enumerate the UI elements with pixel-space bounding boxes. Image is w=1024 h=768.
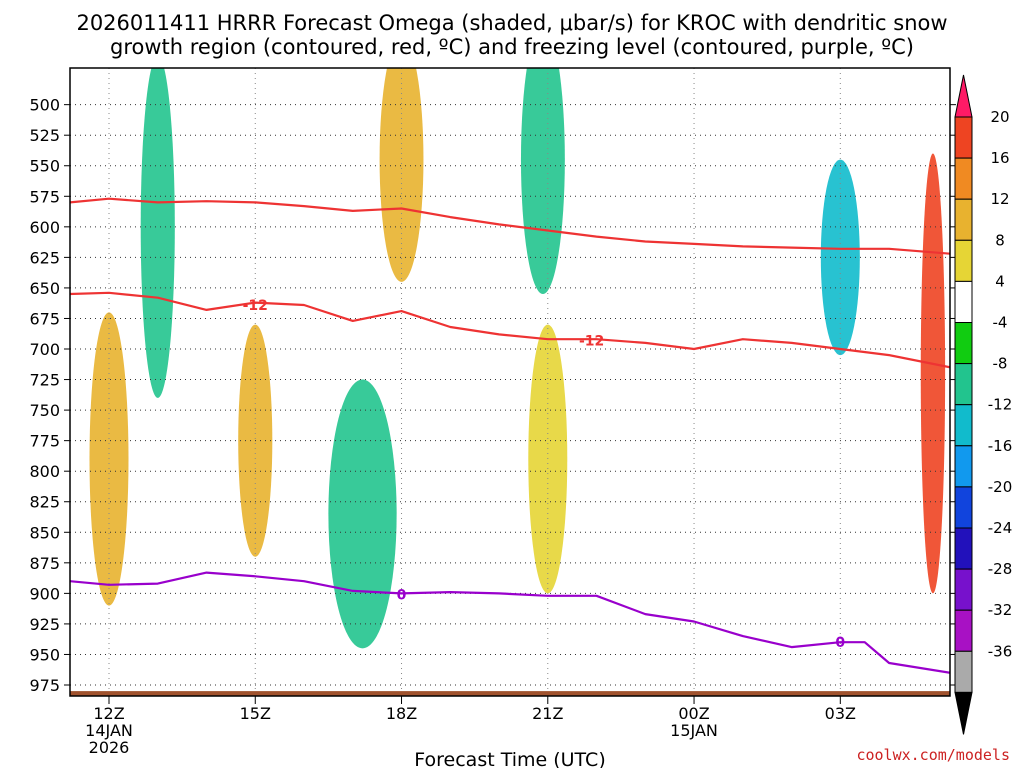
colorbar-swatch (954, 322, 973, 365)
contour-label: -12 (243, 298, 268, 314)
y-tick-label: 650 (29, 279, 60, 298)
colorbar-swatch (954, 486, 973, 529)
plot-area (70, 68, 950, 696)
colorbar-label: -12 (988, 396, 1013, 414)
y-tick-label: 500 (29, 96, 60, 115)
colorbar-swatch (954, 239, 973, 282)
y-tick-label: 800 (29, 462, 60, 481)
x-tick-date-label: 15JAN (670, 721, 718, 740)
colorbar-label: -24 (988, 519, 1013, 537)
omega-region-ascent-12z (140, 68, 175, 398)
colorbar-swatch (954, 650, 973, 693)
plot-frame (69, 67, 951, 697)
colorbar-label: -36 (988, 642, 1013, 660)
y-tick-label: 950 (29, 645, 60, 664)
colorbar-label: 16 (990, 149, 1009, 167)
y-tick-label: 550 (29, 157, 60, 176)
y-tick-label: 775 (29, 432, 60, 451)
chart-title-line1: 2026011411 HRRR Forecast Omega (shaded, … (76, 11, 947, 35)
y-tick-label: 600 (29, 218, 60, 237)
y-tick-label: 575 (29, 187, 60, 206)
colorbar-swatch (954, 198, 973, 241)
y-tick-label: 825 (29, 493, 60, 512)
y-tick-label: 975 (29, 676, 60, 695)
colorbar-swatch (954, 609, 973, 652)
colorbar-label: -4 (993, 314, 1008, 332)
y-tick-label: 700 (29, 340, 60, 359)
y-tick-label: 925 (29, 615, 60, 634)
colorbar-swatch (954, 116, 973, 159)
terrain-surface (70, 691, 950, 696)
contour-label: -12 (579, 333, 604, 349)
colorbar-label: -20 (988, 478, 1013, 496)
colorbar-label: -32 (988, 601, 1013, 619)
colorbar-swatch (954, 157, 973, 200)
credit-text: coolwx.com/models (856, 746, 1010, 764)
contour-label: 0 (397, 588, 407, 604)
y-axis: 500 525 550 575 600 625 650 675 700 725 750 775 800 8… (29, 96, 956, 695)
y-tick-label: 725 (29, 371, 60, 390)
y-tick-label: 750 (29, 401, 60, 420)
x-tick-label: 00Z (678, 704, 709, 723)
y-tick-label: 525 (29, 126, 60, 145)
omega-region-sinking-1757 (379, 68, 424, 282)
y-tick-label: 625 (29, 248, 60, 267)
colorbar-label: -8 (993, 355, 1008, 373)
colorbar-swatch (954, 280, 973, 323)
colorbar: 20 16 12 8 4 -4 -8 -12 -16 -20 -24 -28 -32 -36 (954, 74, 1013, 735)
colorbar-swatch (954, 527, 973, 570)
omega-region-sinking-edge (920, 153, 946, 594)
y-tick-label: 900 (29, 584, 60, 603)
x-tick-label: 21Z (532, 704, 563, 723)
colorbar-label: 4 (995, 272, 1005, 290)
colorbar-swatch (954, 363, 973, 406)
contour-label: 0 (835, 635, 845, 651)
y-tick-label: 675 (29, 309, 60, 328)
contour-freezing-level (70, 571, 950, 674)
terrain-layer (70, 691, 950, 696)
colorbar-top-arrow (954, 74, 973, 118)
colorbar-label: 20 (990, 108, 1009, 126)
x-tick-date-label: 14JAN (85, 721, 133, 740)
colorbar-swatch (954, 568, 973, 611)
omega-region-ascent-1520 (520, 68, 565, 294)
x-tick-year-label: 2026 (89, 738, 130, 757)
x-axis-label: Forecast Time (UTC) (414, 749, 605, 768)
colorbar-label: -16 (988, 437, 1013, 455)
contour-layer: -12 -12 0 0 (70, 197, 950, 674)
colorbar-swatch (954, 445, 973, 488)
colorbar-swatch (954, 404, 973, 447)
x-tick-label: 18Z (386, 704, 417, 723)
y-tick-label: 875 (29, 554, 60, 573)
colorbar-label: 12 (990, 190, 1009, 208)
omega-region-ascent-1620 (328, 379, 397, 649)
colorbar-label: 8 (995, 231, 1005, 249)
contour-upper-dgz (70, 197, 950, 255)
chart-title-line2: growth region (contoured, red, ºC) and f… (110, 35, 914, 59)
x-tick-label: 12Z (93, 704, 124, 723)
y-tick-label: 850 (29, 523, 60, 542)
x-tick-label: 03Z (825, 704, 856, 723)
omega-shading-layer (89, 68, 946, 649)
colorbar-label: -28 (988, 560, 1013, 578)
contour-lower-dgz (70, 291, 950, 369)
colorbar-bottom-arrow (954, 691, 973, 735)
x-tick-label: 15Z (240, 704, 271, 723)
